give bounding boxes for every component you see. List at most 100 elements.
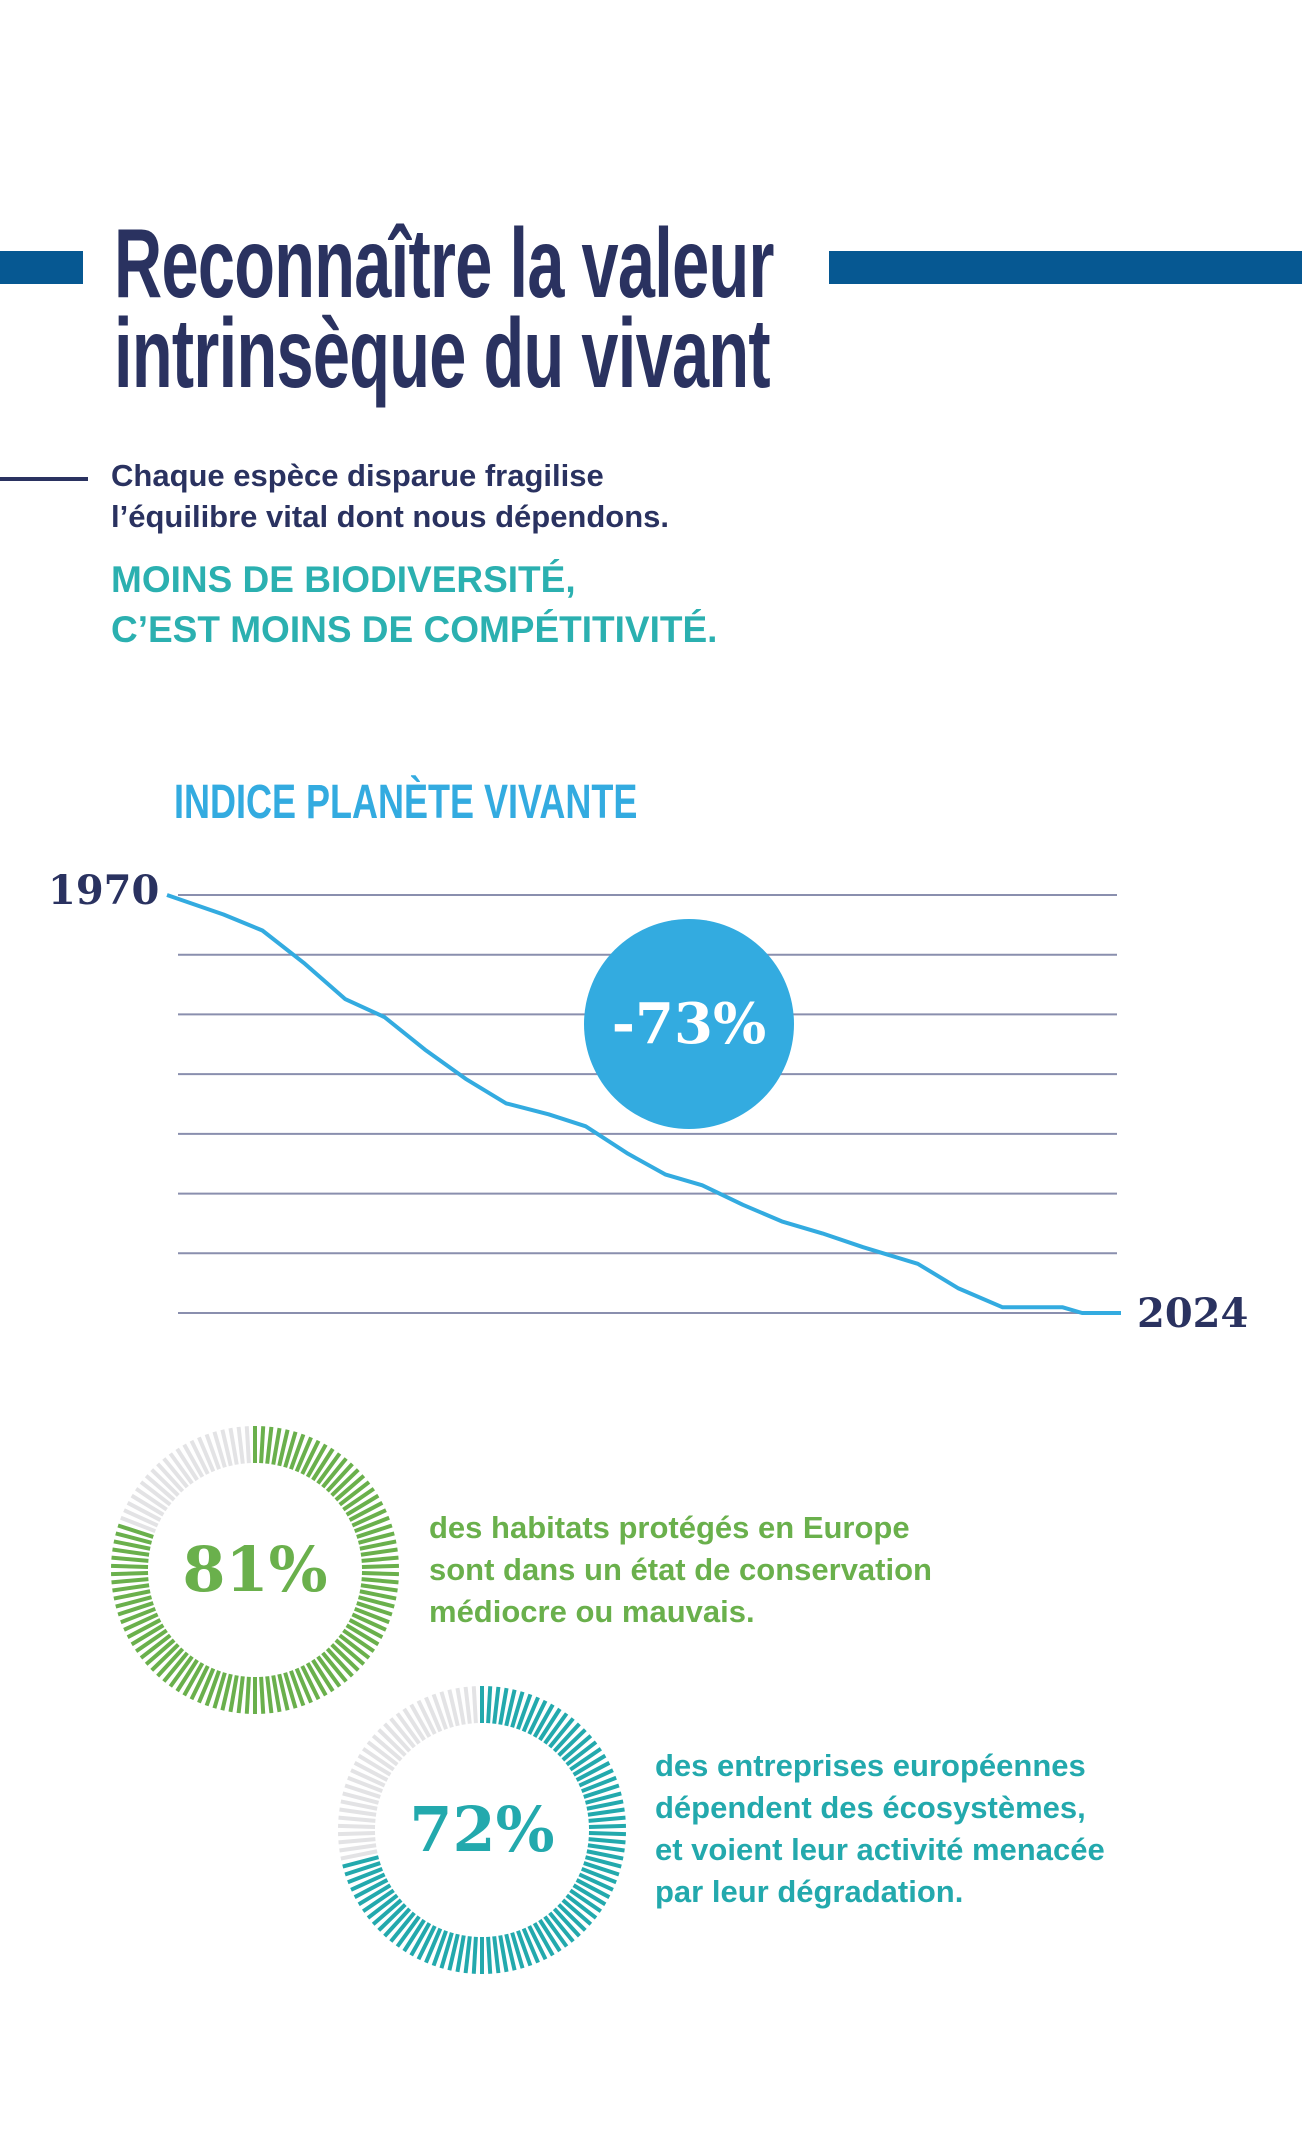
donut-tick-filled [583,1783,620,1799]
donut-tick-filled [162,1651,189,1683]
donut-tick-empty [383,1722,412,1753]
donut-tick-filled [117,1523,154,1539]
donut-tick-filled [587,1807,625,1817]
donut-tick-filled [175,1658,199,1693]
donut-tick-filled [584,1855,622,1869]
donut-tick-filled [510,1691,525,1728]
subtitle: Chaque espèce disparue fragilise l’équil… [111,455,669,537]
tagline-line-2: C’EST MOINS DE COMPÉTITIVITÉ. [111,609,718,650]
donut-tick-empty [123,1508,159,1528]
donut-tick-filled [321,1651,348,1683]
donut-tick-empty [338,1831,376,1837]
donut-tick-filled [111,1577,149,1585]
donut-tick-filled [316,1655,342,1688]
badge-circle [584,919,794,1129]
donut-tick-filled [516,1693,533,1730]
donut-tick-filled [265,1426,274,1464]
donut-tick-filled [342,1855,380,1869]
title-line-2: intrinsèque du vivant [114,298,771,408]
donut-tick-filled [360,1583,398,1593]
donut-tick-filled [236,1676,245,1714]
donut-tick-filled [112,1583,150,1593]
donut-tick-filled [486,1686,493,1724]
donut-tick-filled [498,1935,509,1973]
donut-tick-filled [575,1761,611,1782]
donut-tick-empty [409,1703,432,1738]
donut-tick-empty [339,1807,377,1817]
decorative-bar-right [829,251,1302,284]
donut-tick-filled [543,1915,569,1948]
donut-tick-filled [348,1618,384,1639]
donut-tick-empty [402,1707,426,1742]
donut-tick-filled [342,1628,375,1653]
donut-tick-empty [162,1457,189,1489]
donut-tick-empty [344,1783,381,1799]
stat-81-line: médiocre ou mauvais. [429,1594,755,1629]
donut-tick-filled [492,1686,501,1724]
line-chart: -73% 1970 2024 [48,867,1248,1337]
donut-tick-filled [486,1936,493,1974]
donut-tick-filled [220,1673,233,1711]
donut-tick-filled [538,1707,562,1742]
donut-tick-filled [111,1571,149,1577]
donut-tick-filled [130,1623,165,1647]
donut-tick-filled [330,1643,360,1672]
donut-tick-filled [565,1740,598,1767]
stat-72-line: et voient leur activité menacée [655,1832,1105,1867]
donut-tick-filled [409,1922,432,1957]
donut-tick-filled [389,1911,416,1943]
donut-tick-empty [212,1431,227,1468]
donut-tick-filled [350,1872,386,1892]
donut-tick-filled [144,1638,176,1666]
donut-tick-filled [168,1655,194,1688]
donut-tick-empty [220,1429,233,1467]
donut-tick-filled [351,1612,387,1632]
donut-tick-filled [123,1612,159,1632]
stat-72-line: par leur dégradation. [655,1874,964,1909]
donut-tick-empty [156,1462,185,1493]
donut-tick-filled [557,1903,587,1932]
donut-tick-filled [587,1843,625,1853]
decorative-bar-left [0,251,83,284]
donut-tick-empty [228,1427,239,1465]
donut-tick-filled [580,1866,617,1885]
donut-tick-filled [334,1638,366,1666]
donut-tick-empty [471,1686,478,1724]
donut-tick-empty [377,1728,407,1757]
donut-tick-filled [510,1932,525,1969]
donut-tick-filled [294,1667,313,1704]
donut-tick-filled [588,1831,626,1837]
donut-tick-filled [117,1601,154,1617]
donut-tick-empty [353,1761,389,1782]
donut-tick-filled [277,1673,290,1711]
donut-81: 81% [111,1426,399,1714]
donut-tick-filled [360,1547,398,1557]
donut-tick-filled [311,1447,335,1482]
donut-tick-filled [244,1676,251,1714]
donut-tick-filled [416,1925,437,1961]
donut-tick-filled [330,1468,360,1497]
donut-tick-filled [259,1426,266,1464]
series-line [166,893,1121,1315]
donut-tick-empty [338,1837,376,1845]
donut-tick-filled [586,1849,624,1861]
donut-tick-filled [548,1717,575,1749]
donut-tick-filled [265,1676,274,1714]
donut-tick-empty [439,1691,454,1728]
donut-tick-filled [289,1433,306,1470]
donut-tick-filled [557,1728,587,1757]
donut-tick-filled [182,1662,205,1697]
donut-tick-empty [168,1452,194,1485]
subtitle-rule [0,477,88,481]
donut-tick-filled [325,1462,354,1493]
donut-tick-empty [350,1768,386,1788]
donut-tick-filled [543,1712,569,1745]
donut-tick-filled [139,1633,172,1660]
end-year-label: 2024 [1137,1290,1248,1337]
donut-tick-filled [305,1443,328,1478]
donut-tick-empty [338,1823,376,1829]
donut-tick-empty [389,1717,416,1749]
start-year-label: 1970 [48,867,159,914]
donut-tick-filled [351,1508,387,1528]
donut-tick-filled [338,1480,371,1507]
